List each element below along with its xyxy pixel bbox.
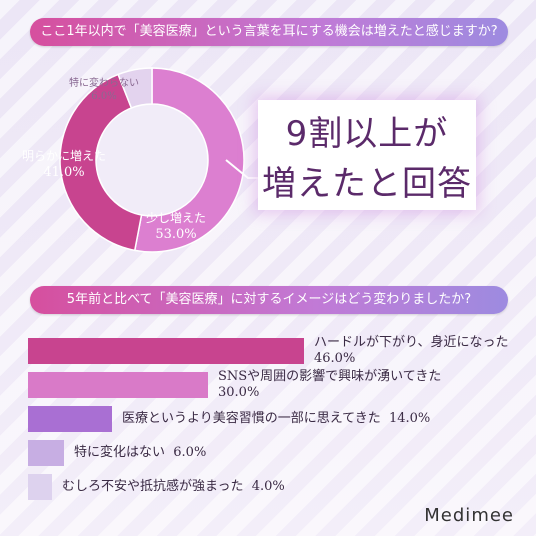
- question1-banner: ここ1年以内で「美容医療」という言葉を耳にする機会は増えたと感じますか?: [30, 18, 508, 46]
- bar-1: [28, 338, 304, 364]
- bar-label-3: 医療というより美容習慣の一部に思えてきた 14.0%: [122, 411, 430, 427]
- donut-slice-3: [117, 67, 153, 109]
- callout-box: 9割以上が 増えたと回答: [258, 100, 476, 210]
- donut-value-label-3: 6.0%: [91, 91, 116, 102]
- bar-2: [28, 372, 208, 398]
- brand-logo: Medimee: [424, 505, 514, 526]
- donut-category-label-3: 特に変わらない: [69, 76, 139, 89]
- callout-line2: 増えたと回答: [262, 164, 472, 204]
- bar-label-2: SNSや周囲の影響で興味が湧いてきた 30.0%: [218, 369, 441, 401]
- bar-value-5: 4.0%: [251, 479, 285, 494]
- bar-category-1: ハードルが下がり、身近になった: [314, 335, 509, 350]
- bar-value-1: 46.0%: [314, 351, 356, 366]
- bar-label-1: ハードルが下がり、身近になった 46.0%: [314, 335, 508, 367]
- bar-5: [28, 474, 52, 500]
- callout-pointer: [225, 159, 262, 179]
- bar-category-2: SNSや周囲の影響で興味が湧いてきた: [218, 369, 442, 384]
- bar-label-5: むしろ不安や抵抗感が強まった 4.0%: [62, 479, 285, 495]
- donut-category-label-2: 明らかに増えた: [22, 149, 106, 163]
- callout-line1: 9割以上が: [285, 114, 449, 154]
- donut-hole: [97, 105, 207, 215]
- bar-value-4: 6.0%: [173, 445, 207, 460]
- donut-slice-1: [133, 67, 245, 253]
- bar-value-2: 30.0%: [218, 385, 260, 400]
- donut-value-label-2: 41.0%: [43, 165, 84, 180]
- bar-category-5: むしろ不安や抵抗感が強まった: [62, 479, 244, 494]
- question2-banner: 5年前と比べて「美容医療」に対するイメージはどう変わりましたか?: [30, 286, 508, 314]
- donut-value-label-1: 53.0%: [155, 227, 196, 242]
- donut-slice-2: [59, 73, 143, 252]
- bar-4: [28, 440, 64, 466]
- donut-chart: 少し増えた 53.0% 明らかに増えた 41.0% 特に変わらない 6.0%: [22, 67, 262, 253]
- bar-value-3: 14.0%: [388, 411, 431, 426]
- bar-3: [28, 406, 112, 432]
- donut-category-label-1: 少し増えた: [146, 211, 206, 225]
- bar-label-4: 特に変化はない 6.0%: [74, 445, 206, 461]
- bar-category-3: 医療というより美容習慣の一部に思えてきた: [122, 411, 381, 426]
- bar-category-4: 特に変化はない: [74, 445, 166, 460]
